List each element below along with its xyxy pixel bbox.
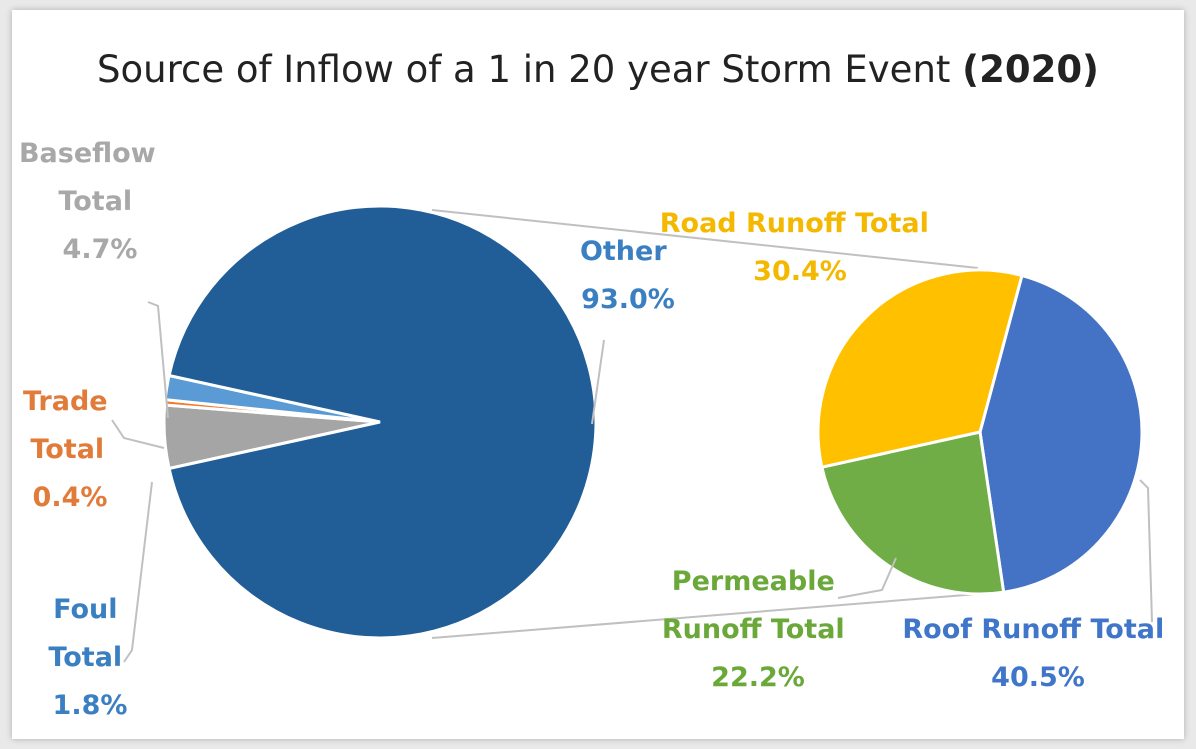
slice-road-runoff-total [816,268,1024,469]
leader-foul [123,481,153,663]
label-other: Other 93.0% [580,236,676,315]
slice-other [167,204,598,640]
leader-permeable [837,557,897,599]
label-baseflow: Baseflow Total 4.7% [19,138,165,265]
label-leader-lines [111,301,1153,663]
label-trade-line1: Trade [23,386,108,417]
chart-title-year: (2020) [962,48,1099,91]
leader-other [591,339,605,425]
label-baseflow-line1: Baseflow [19,138,156,169]
leader-trade [111,419,165,449]
label-roof-value: 40.5% [991,662,1085,693]
pie-of-pie-chart: Source of Inflow of a 1 in 20 year Storm… [19,48,1173,721]
slice-permeable-runoff-total [820,430,1006,596]
label-permeable-value: 22.2% [711,662,805,693]
label-roof-line1: Roof Runoff Total [902,614,1164,645]
secondary-pie [816,268,1144,596]
leader-roof [1139,479,1153,623]
label-trade: Trade Total 0.4% [23,386,117,513]
connector-line-bottom [431,593,979,639]
chart-title: Source of Inflow of a 1 in 20 year Storm… [97,48,1099,91]
connector-line-top [431,209,979,269]
label-other-value: 93.0% [581,284,675,315]
slice-roof-runoff-total [978,273,1144,594]
leader-baseflow [147,301,169,419]
label-permeable: Permeable Runoff Total 22.2% [662,566,854,693]
label-trade-value: 0.4% [33,482,108,513]
label-permeable-line1: Permeable [672,566,835,597]
label-baseflow-value: 4.7% [63,234,138,265]
label-permeable-line2: Runoff Total [662,614,845,645]
main-pie [162,204,598,640]
pie-connector-lines [431,209,979,639]
label-baseflow-line2: Total [58,186,132,217]
label-foul-value: 1.8% [53,690,128,721]
label-foul-line2: Total [48,642,122,673]
chart-title-main: Source of Inflow of a 1 in 20 year Storm… [97,48,950,91]
chart-card: Source of Inflow of a 1 in 20 year Storm… [12,10,1184,739]
label-road-line1: Road Runoff Total [660,208,929,239]
label-foul-line1: Foul [53,594,117,625]
label-foul: Foul Total 1.8% [48,594,131,721]
label-road-value: 30.4% [753,256,847,287]
label-other-line1: Other [580,236,667,267]
label-road: Road Runoff Total 30.4% [660,208,939,287]
label-trade-line2: Total [30,434,104,465]
label-roof: Roof Runoff Total 40.5% [902,614,1173,693]
